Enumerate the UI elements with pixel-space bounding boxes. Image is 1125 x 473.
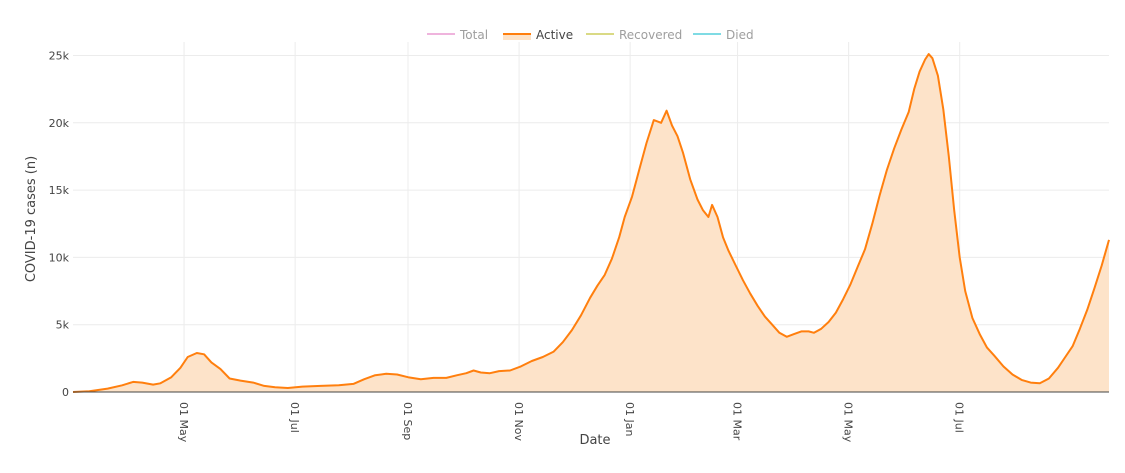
legend: Total Active Recovered Died [427, 28, 754, 42]
x-tick-label: 01 Jul [953, 402, 966, 433]
x-tick-label: 01 Sep [401, 402, 414, 440]
x-tick-label: 01 Jan [623, 402, 636, 436]
active-series-line[interactable] [72, 53, 1110, 393]
y-tick-label: 25k [49, 49, 70, 62]
y-tick-label: 0 [62, 386, 69, 399]
legend-label: Recovered [619, 28, 682, 42]
legend-label: Active [536, 28, 573, 42]
legend-item-active[interactable]: Active [503, 28, 573, 42]
y-tick-label: 15k [49, 184, 70, 197]
x-tick-label: 01 Nov [512, 402, 525, 441]
legend-label: Total [459, 28, 488, 42]
active-series-area [73, 54, 1109, 392]
x-tick-label: 01 Mar [731, 402, 744, 441]
y-tick-label: 10k [49, 251, 70, 264]
y-tick-label: 20k [49, 117, 70, 130]
legend-item-recovered[interactable]: Recovered [586, 28, 682, 42]
legend-item-total[interactable]: Total [427, 28, 488, 42]
x-axis-title: Date [579, 433, 610, 448]
legend-item-died[interactable]: Died [693, 28, 754, 42]
legend-swatch-fill [503, 34, 531, 40]
legend-label: Died [726, 28, 754, 42]
x-tick-label: 01 May [842, 402, 855, 443]
x-tick-label: 01 May [177, 402, 190, 443]
y-tick-label: 5k [56, 319, 70, 332]
x-tick-label: 01 Jul [288, 402, 301, 433]
y-axis-title: COVID-19 cases (n) [24, 156, 39, 282]
